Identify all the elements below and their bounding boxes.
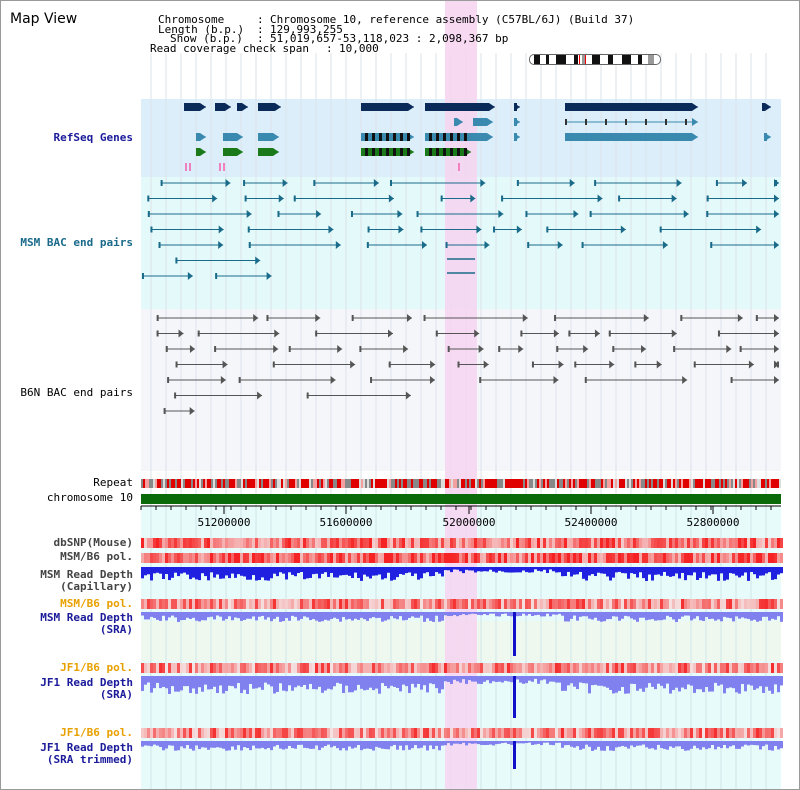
track-label-repeat[interactable]: Repeat (93, 476, 133, 489)
header-length-label: Length (b.p.) (158, 23, 245, 36)
ideogram-position-marker (579, 55, 586, 64)
axis-tick-label: 52000000 (443, 516, 496, 529)
header-chromosome-label: Chromosome (158, 13, 225, 26)
header-coverage-value: 10,000 (339, 42, 379, 55)
header-show-label: Show (b.p.) (170, 32, 243, 45)
header-coverage-label: Read coverage check span (150, 42, 309, 55)
axis-tick-label: 51200000 (198, 516, 251, 529)
track-label-jf1-depth-trimmed[interactable]: JF1 Read Depth (40, 741, 133, 754)
track-label-refseq[interactable]: RefSeq Genes (53, 131, 133, 144)
track-label-msm-depth-sra-sub: (SRA) (99, 623, 133, 636)
track-label-jf1-depth-sra-sub: (SRA) (99, 688, 133, 701)
msm-depth-capillary-bars (141, 567, 783, 581)
header-show-value: 51,019,657-53,118,023 : 2,098,367 bp (270, 32, 509, 45)
track-label-jf1-depth-sra[interactable]: JF1 Read Depth (40, 676, 133, 689)
view-title: Map View (10, 11, 78, 27)
track-label-dbsnp[interactable]: dbSNP(Mouse) (53, 536, 133, 549)
position-axis: 51200000 51600000 52000000 52400000 52800000 (140, 505, 781, 529)
track-label-msm-b6-pol-2[interactable]: MSM/B6 pol. (60, 597, 133, 610)
repeat-track (141, 479, 781, 488)
axis-tick-label: 51600000 (320, 516, 373, 529)
track-label-msm-depth-capillary[interactable]: MSM Read Depth (40, 568, 133, 581)
header-chromosome-value: Chromosome 10, reference assembly (C57BL… (270, 13, 635, 26)
track-label-msm-depth-capillary-sub: (Capillary) (60, 580, 133, 593)
header-sep-3: : (257, 32, 264, 45)
track-label-b6n-bac[interactable]: B6N BAC end pairs (20, 386, 133, 399)
track-label-jf1-pol-1[interactable]: JF1/B6 pol. (60, 661, 133, 674)
jf1-b6-pol-2-heat-strip (141, 728, 783, 738)
axis-tick-label: 52800000 (687, 516, 740, 529)
chromosome-bar (141, 494, 781, 504)
jf1-b6-pol-heat-strip (141, 663, 783, 673)
track-label-msm-depth-sra[interactable]: MSM Read Depth (40, 611, 133, 624)
jf1-depth-sra-bars (141, 676, 783, 718)
jf1-depth-trimmed-bars (141, 741, 783, 769)
b6n-bac-end-pairs (156, 314, 780, 415)
header-sep-1: : (257, 13, 264, 26)
header-sep-4: : (326, 42, 333, 55)
track-label-chromosome[interactable]: chromosome 10 (46, 491, 133, 504)
header-sep-2: : (257, 23, 264, 36)
dbsnp-heat-strip (141, 538, 783, 548)
msm-bac-end-pairs (141, 179, 779, 280)
axis-tick-label: 52400000 (565, 516, 618, 529)
msm-b6-pol-heat-strip (141, 553, 783, 563)
msm-b6-pol-sra-heat-strip (141, 599, 783, 609)
chromosome-ideogram[interactable] (529, 54, 661, 65)
msm-depth-sra-bars (141, 612, 783, 656)
header-length-value: 129,993,255 (270, 23, 343, 36)
track-label-jf1-depth-trimmed-sub: (SRA trimmed) (46, 753, 133, 766)
selected-region-highlight (445, 1, 477, 789)
refseq-gene-models (184, 103, 771, 171)
track-label-msm-b6-pol-1[interactable]: MSM/B6 pol. (60, 550, 133, 563)
track-label-msm-bac[interactable]: MSM BAC end pairs (20, 236, 133, 249)
track-label-jf1-pol-2[interactable]: JF1/B6 pol. (60, 726, 133, 739)
